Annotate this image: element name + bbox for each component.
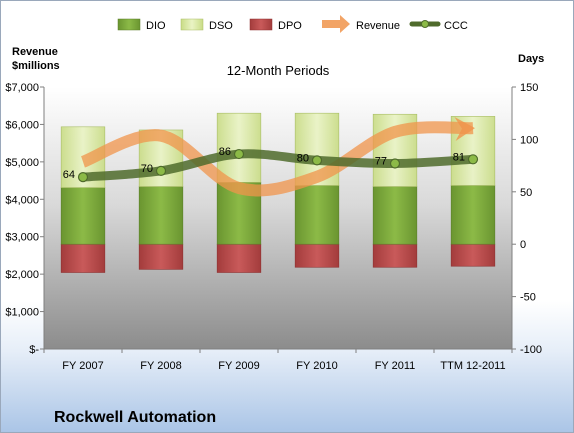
right-axis-ticks: -100 -50 0 50 100 150 [512,82,542,356]
left-tick-label: $1,000 [5,307,39,319]
legend-marker-ccc [421,20,429,28]
ccc-marker [389,158,401,169]
left-tick-label: $4,000 [5,194,39,206]
ccc-marker [467,154,479,165]
legend: DIO DSO DPO Revenue CCC [117,15,468,33]
legend-label-ccc: CCC [444,20,468,32]
legend-label-revenue: Revenue [356,20,400,32]
bar-dio [372,186,418,245]
bar-dpo [372,243,418,268]
left-tick-label: $7,000 [5,82,39,94]
bar-dio [294,185,340,245]
left-axis-ticks: $- $1,000 $2,000 $3,000 $4,000 $5,000 $6,000 $7… [5,82,44,356]
bar-dpo [138,243,184,270]
ccc-data-label: 64 [63,169,75,181]
x-tick-label: FY 2011 [375,360,416,372]
right-tick-label: 100 [520,134,538,146]
right-tick-label: -100 [520,344,542,356]
chart-title: 12-Month Periods [227,63,330,78]
bar-dio [138,186,184,245]
legend-label-dpo: DPO [278,20,302,32]
left-tick-label: $6,000 [5,119,39,131]
ccc-data-label: 81 [453,151,465,163]
legend-swatch-dio [117,18,141,31]
x-tick-label: FY 2010 [296,360,337,372]
left-axis-label-line2: $millions [12,60,60,72]
ccc-data-label: 77 [375,156,387,168]
bar-dpo [216,243,262,273]
right-tick-label: 0 [520,239,526,251]
x-tick-label: TTM 12-2011 [440,360,505,372]
right-axis-label: Days [518,53,544,65]
ccc-marker [311,155,323,166]
x-tick-label: FY 2009 [218,360,259,372]
ccc-data-label: 80 [297,152,309,164]
company-name: Rockwell Automation [54,409,216,426]
ccc-marker [77,172,89,183]
legend-swatch-revenue [322,15,350,33]
x-tick-label: FY 2007 [62,360,103,372]
bar-dpo [450,243,496,267]
ccc-data-label: 86 [219,146,231,158]
ccc-marker [155,165,167,176]
left-axis-label-line1: Revenue [12,46,58,58]
bar-dio [60,187,106,245]
line-layer: 64 70 86 80 77 81 [63,117,479,197]
bar-dpo [60,243,106,273]
x-axis-ticks: FY 2007 FY 2008 FY 2009 FY 2010 FY 2011 TTM 1… [43,349,513,372]
legend-label-dso: DSO [209,20,233,32]
legend-swatch-dpo [249,18,273,31]
legend-label-dio: DIO [146,20,166,32]
bar-dio [450,185,496,245]
left-tick-label: $5,000 [5,157,39,169]
x-tick-label: FY 2008 [140,360,181,372]
left-tick-label: $3,000 [5,232,39,244]
ccc-line [78,149,478,182]
bar-dpo [294,243,340,268]
right-tick-label: -50 [520,292,536,304]
legend-swatch-dso [180,18,204,31]
ccc-marker [233,148,245,160]
ccc-data-label: 70 [141,163,153,175]
right-tick-label: 150 [520,82,538,94]
left-tick-label: $- [29,344,39,356]
revenue-line [80,117,475,197]
bar-dso [216,112,262,183]
left-tick-label: $2,000 [5,269,39,281]
right-tick-label: 50 [520,187,532,199]
